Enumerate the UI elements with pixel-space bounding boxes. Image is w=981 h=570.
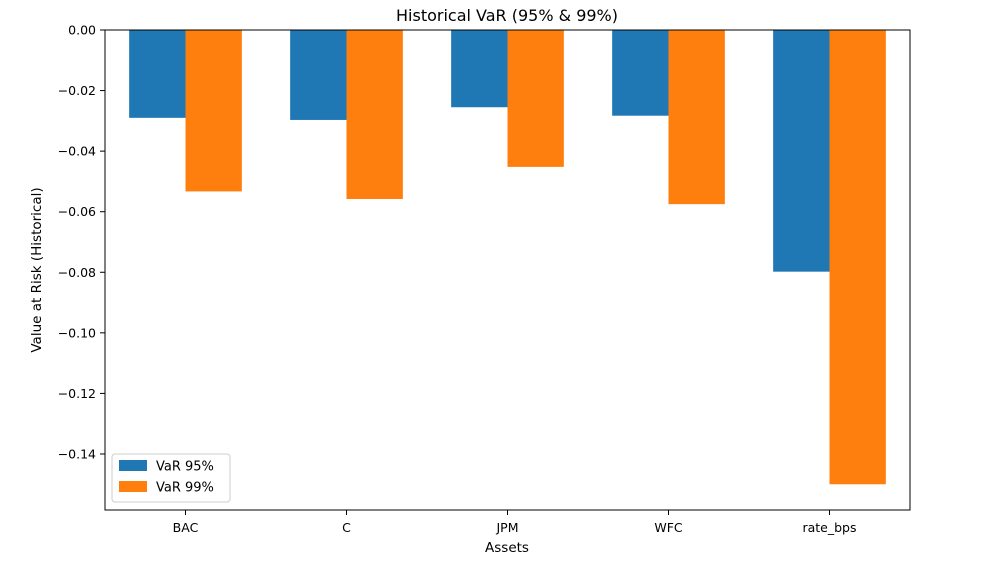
legend-label: VaR 95% bbox=[156, 460, 214, 475]
x-tick-label: C bbox=[342, 520, 351, 535]
bar-var95-JPM bbox=[451, 30, 508, 108]
bar-var95-rate_bps bbox=[773, 30, 830, 272]
bars-layer bbox=[129, 30, 886, 485]
x-tick-label: BAC bbox=[173, 520, 199, 535]
legend: VaR 95% VaR 99% bbox=[111, 453, 231, 503]
y-tick-label: −0.04 bbox=[58, 144, 96, 159]
y-tick-label: 0.00 bbox=[68, 23, 96, 38]
bar-var99-JPM bbox=[507, 30, 564, 167]
y-tick-label: −0.02 bbox=[58, 83, 96, 98]
legend-label: VaR 99% bbox=[156, 481, 214, 496]
bar-var95-WFC bbox=[612, 30, 669, 116]
ticks-layer: 0.00 −0.02 −0.04 −0.06 −0.08 −0.10 −0.12 −0.14 B… bbox=[58, 23, 857, 536]
y-tick-label: −0.06 bbox=[58, 204, 96, 219]
bar-var99-rate_bps bbox=[829, 30, 886, 485]
plot-frame bbox=[104, 29, 911, 511]
y-tick-label: −0.10 bbox=[58, 325, 96, 340]
bar-var95-C bbox=[290, 30, 347, 120]
x-tick-label: WFC bbox=[654, 520, 683, 535]
bar-var95-BAC bbox=[129, 30, 186, 118]
bar-var99-WFC bbox=[668, 30, 725, 205]
y-tick-label: −0.14 bbox=[58, 446, 96, 461]
legend-swatch bbox=[119, 481, 147, 492]
y-tick-label: −0.08 bbox=[58, 265, 96, 280]
x-axis-title: Assets bbox=[485, 540, 529, 556]
x-tick-label: JPM bbox=[495, 520, 518, 535]
y-axis-title: Value at Risk (Historical) bbox=[29, 187, 45, 352]
bar-var99-C bbox=[346, 30, 403, 199]
chart-title: Historical VaR (95% & 99%) bbox=[396, 6, 618, 25]
y-tick-label: −0.12 bbox=[58, 386, 96, 401]
bar-var99-BAC bbox=[185, 30, 242, 192]
legend-swatch bbox=[119, 460, 147, 471]
x-tick-label: rate_bps bbox=[802, 520, 856, 535]
